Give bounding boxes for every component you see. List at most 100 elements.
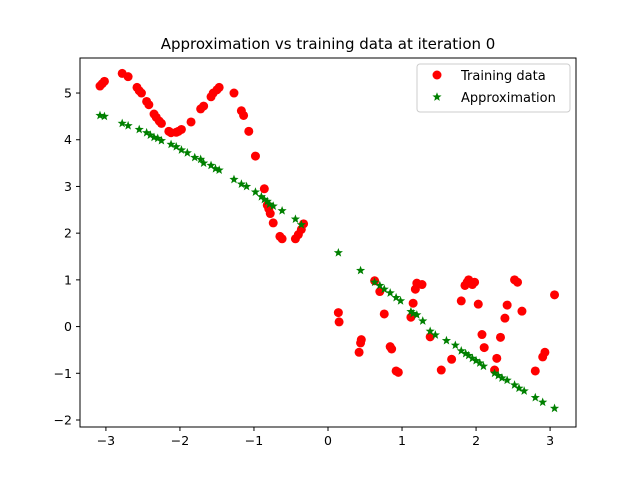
- training-data-point: [265, 209, 275, 219]
- y-axis-ticks: −2 −1 0 1 2 3 4 5: [54, 86, 80, 427]
- training-data-point: [239, 110, 249, 120]
- training-data-point: [393, 367, 403, 377]
- approximation-point: [450, 340, 460, 350]
- chart-title: Approximation vs training data at iterat…: [161, 35, 496, 53]
- x-tick-label: −3: [97, 433, 115, 448]
- approximation-point: [441, 335, 452, 345]
- approximation-point: [199, 158, 209, 167]
- training-data-point: [387, 344, 397, 354]
- training-data-point: [214, 82, 224, 92]
- training-data-point: [356, 335, 366, 345]
- series-approximation: [95, 110, 560, 413]
- approximation-point: [176, 145, 186, 154]
- approximation-point: [475, 358, 485, 367]
- training-data-point: [470, 277, 480, 287]
- approximation-point: [206, 160, 216, 170]
- x-tick-label: 0: [324, 433, 332, 448]
- approximation-point: [530, 392, 540, 402]
- approximation-point: [156, 135, 166, 145]
- plot-area-points: [95, 68, 560, 413]
- training-data-point: [334, 317, 344, 327]
- approximation-point: [456, 346, 466, 355]
- x-tick-label: 2: [472, 433, 480, 448]
- approximation-point: [538, 397, 548, 407]
- approximation-point: [391, 292, 401, 302]
- legend-label-approximation: Approximation: [461, 91, 556, 106]
- training-data-point: [517, 306, 527, 316]
- training-data-point: [447, 354, 457, 364]
- training-data-point: [477, 330, 487, 340]
- approximation-point: [375, 280, 385, 290]
- approximation-point: [99, 111, 109, 121]
- training-data-point: [550, 290, 560, 300]
- approximation-point: [514, 383, 524, 393]
- approximation-point: [370, 277, 380, 287]
- x-tick-label: −1: [245, 433, 263, 448]
- approximation-point: [236, 179, 246, 188]
- training-data-point: [530, 366, 540, 376]
- approximation-point: [142, 127, 152, 137]
- approximation-point: [395, 296, 406, 305]
- y-tick-label: 2: [64, 226, 72, 241]
- approximation-point: [117, 118, 127, 128]
- x-tick-label: −2: [171, 433, 189, 448]
- series-training-data: [95, 68, 560, 377]
- approximation-point: [296, 219, 306, 229]
- y-tick-label: 4: [64, 132, 72, 147]
- approximation-point: [549, 403, 560, 413]
- approximation-point: [418, 316, 428, 325]
- approximation-point: [268, 201, 278, 210]
- approximation-point: [250, 187, 261, 196]
- x-tick-label: 3: [546, 433, 554, 448]
- training-data-point: [456, 296, 466, 306]
- training-data-point: [540, 347, 550, 357]
- approximation-point: [153, 133, 163, 143]
- approximation-point: [290, 214, 300, 224]
- training-data-point: [277, 234, 287, 244]
- approximation-point: [493, 370, 503, 380]
- approximation-point: [406, 306, 416, 316]
- approximation-point: [471, 355, 481, 365]
- approximation-point: [490, 368, 500, 378]
- y-tick-label: 0: [64, 319, 72, 334]
- approximation-point: [333, 247, 343, 257]
- training-data-point: [436, 365, 446, 375]
- legend-box: [416, 63, 571, 113]
- approximation-point: [134, 124, 144, 134]
- y-tick-label: −2: [54, 412, 72, 427]
- training-data-point: [259, 184, 269, 194]
- approximation-point: [425, 326, 435, 336]
- x-tick-label: 1: [398, 433, 406, 448]
- training-data-point: [229, 88, 239, 98]
- training-data-point: [99, 76, 109, 86]
- legend-marker-training-data: [432, 70, 442, 80]
- training-data-point: [502, 300, 512, 310]
- training-data-point: [144, 100, 154, 110]
- approximation-point: [166, 139, 176, 149]
- training-data-point: [136, 88, 146, 98]
- training-data-point: [123, 72, 133, 82]
- approximation-point: [412, 310, 422, 319]
- approximation-point: [502, 375, 512, 385]
- training-data-point: [473, 299, 483, 309]
- training-data-point: [479, 343, 489, 353]
- training-data-point: [379, 309, 389, 319]
- approximation-point: [464, 350, 474, 360]
- approximation-point: [408, 308, 418, 318]
- approximation-point: [145, 130, 155, 139]
- training-data-point: [333, 308, 343, 318]
- training-data-point: [250, 151, 260, 161]
- approximation-point: [467, 353, 477, 363]
- training-data-point: [354, 347, 364, 357]
- approximation-point: [497, 373, 507, 382]
- training-data-point: [268, 218, 278, 228]
- legend-label-training-data: Training data: [460, 69, 546, 84]
- approximation-point: [461, 348, 471, 358]
- training-data-point: [500, 313, 510, 323]
- approximation-point: [509, 380, 520, 389]
- approximation-point: [478, 361, 489, 371]
- approximation-point: [210, 163, 221, 173]
- approximation-point: [171, 141, 181, 151]
- approximation-point: [256, 191, 266, 201]
